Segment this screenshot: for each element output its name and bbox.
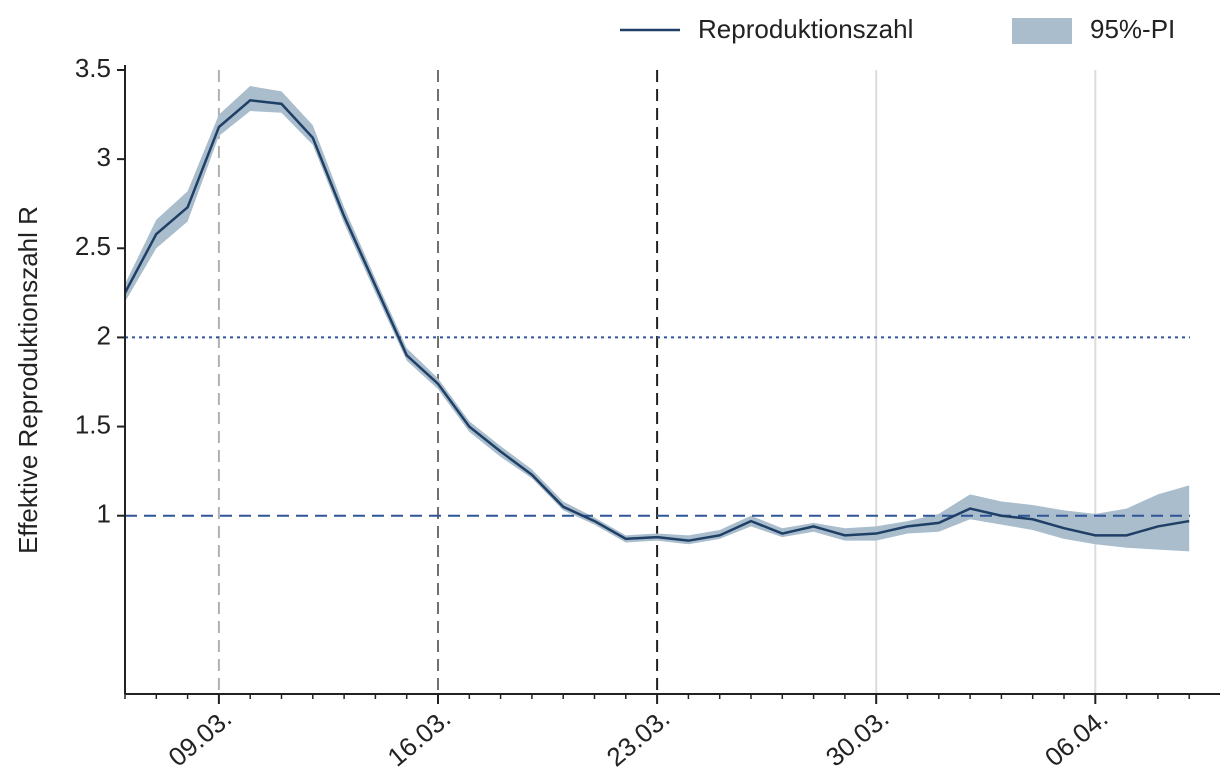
y-tick-label: 2.5 [75,231,111,261]
y-tick-label: 3.5 [75,53,111,83]
legend-label: Reproduktionszahl [698,14,913,44]
x-tick-label: 06.04. [1039,703,1114,772]
legend-swatch [1012,18,1072,44]
y-tick-label: 1 [97,499,111,529]
x-tick-label: 30.03. [820,703,895,772]
x-tick-label: 23.03. [601,703,676,772]
y-axis-label: Effektive Reproduktionszahl R [13,206,43,554]
y-tick-label: 2 [97,320,111,350]
x-tick-label: 09.03. [163,703,238,772]
y-tick-label: 1.5 [75,409,111,439]
series-line [123,99,1190,542]
legend-label: 95%-PI [1090,14,1175,44]
y-tick-label: 3 [97,142,111,172]
x-tick-label: 16.03. [382,703,457,772]
